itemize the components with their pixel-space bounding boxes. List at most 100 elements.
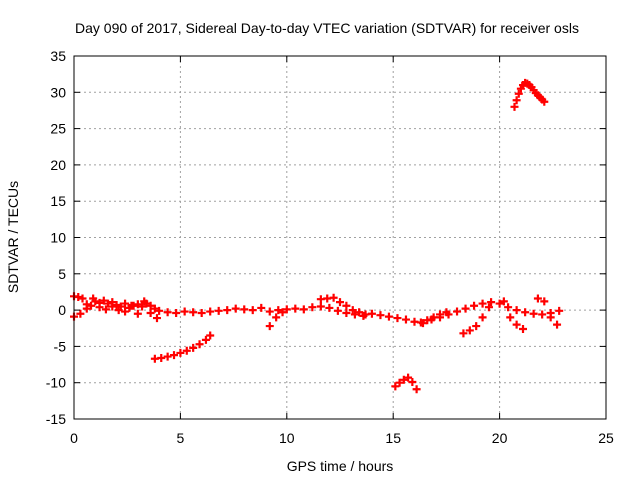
y-tick-label: 25 [50,121,66,137]
y-tick-label: -10 [46,375,66,391]
grid-lines [74,56,606,419]
data-point [361,310,370,319]
data-point [114,306,123,315]
y-tick-label: 0 [58,302,66,318]
data-point [108,302,117,311]
data-point [180,307,189,316]
data-point [401,315,410,324]
data-point [540,297,549,306]
data-point [495,299,504,308]
data-point [521,308,530,317]
data-point [265,322,274,331]
data-point [87,301,96,310]
y-tick-label: 15 [50,193,66,209]
data-point [133,300,142,309]
data-point [506,313,515,322]
data-point [512,320,521,329]
data-point [146,301,155,310]
data-point [487,298,496,307]
data-point [459,329,468,338]
data-point [74,293,83,302]
data-point [308,303,317,312]
data-point [429,313,438,322]
data-point [465,326,474,335]
data-point [163,308,172,317]
data-point [282,305,291,314]
data-point [533,294,542,303]
data-point [395,378,404,387]
data-point [112,301,121,310]
data-point [540,97,549,106]
data-point [342,301,351,310]
data-point [350,310,359,319]
data-point [529,309,538,318]
x-tick-label: 0 [70,430,78,446]
data-point [104,299,113,308]
data-point [453,307,462,316]
data-point [150,304,159,313]
x-tick-label: 15 [385,430,401,446]
series-low-cluster [391,373,421,394]
data-point [206,331,215,340]
series-high-arc [510,78,549,111]
data-point [553,320,562,329]
data-point [329,293,338,302]
data-point [195,340,204,349]
data-point [95,303,104,312]
data-point [197,309,206,318]
data-point [155,306,164,315]
series-lower-arc [150,331,215,363]
data-point [504,303,513,312]
data-point [89,294,98,303]
data-point [336,298,344,307]
data-point [140,297,149,306]
data-point [274,306,283,315]
chart-title: Day 090 of 2017, Sidereal Day-to-day VTE… [75,20,579,36]
data-point [546,313,555,322]
data-point [278,308,287,317]
data-point [201,335,210,344]
data-point [138,302,147,311]
series-main-band [70,292,564,328]
data-point [121,299,130,308]
data-point [514,89,523,98]
data-point [121,307,130,316]
data-point [538,310,547,319]
data-point [412,385,421,394]
data-point [272,313,281,322]
y-tick-label: -15 [46,411,66,427]
data-point [442,308,451,317]
data-point [478,299,487,308]
data-point [461,304,470,313]
y-tick-label: 20 [50,157,66,173]
data-point [423,316,432,325]
x-axis-title: GPS time / hours [287,458,394,474]
data-point [355,308,364,317]
y-tick-label: 35 [50,48,66,64]
y-tick-label: 30 [50,84,66,100]
data-point [146,309,155,318]
data-point [342,309,351,318]
data-point [416,318,425,327]
data-point [512,306,521,315]
data-point [133,309,142,318]
data-point [101,305,110,314]
x-tick-label: 5 [177,430,185,446]
data-point [510,102,519,111]
data-point [257,303,266,312]
data-point [176,348,185,357]
data-point [299,305,308,314]
data-point [348,306,357,315]
data-point [316,302,325,311]
data-point [78,294,87,303]
data-points [70,78,564,394]
data-point [393,314,402,323]
data-point [555,306,564,315]
data-point [472,322,481,331]
data-point [384,312,393,321]
data-point [189,343,198,352]
data-point [399,375,408,384]
y-axis-title: SDTVAR / TECUs [5,181,21,293]
